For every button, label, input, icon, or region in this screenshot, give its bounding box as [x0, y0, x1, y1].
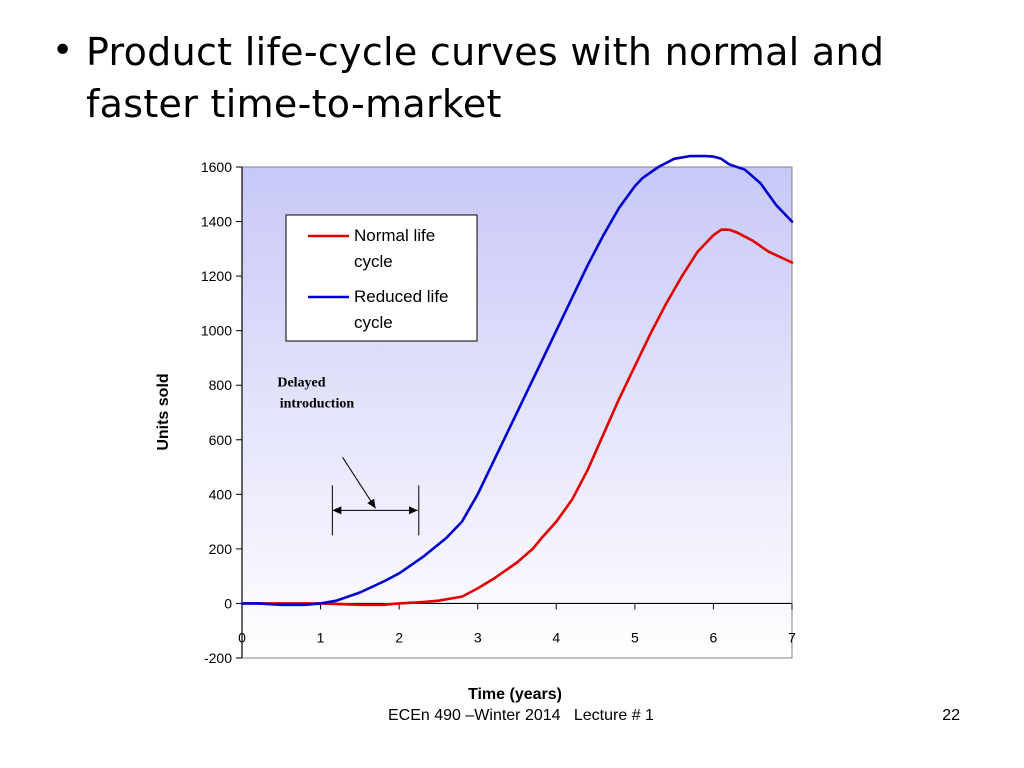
legend-label-reduced: Reduced life cycle — [354, 287, 449, 332]
y-tick-label: 600 — [209, 432, 233, 448]
annotation-text-line1: Delayed — [277, 376, 325, 391]
x-tick-label: 3 — [474, 629, 482, 645]
x-tick-label: 7 — [788, 629, 796, 645]
series-line-normal — [240, 228, 794, 607]
y-tick-label: 1000 — [201, 323, 232, 339]
bullet-marker: • — [52, 30, 74, 71]
x-tick-label: 1 — [317, 629, 325, 645]
y-tick-label: 800 — [209, 377, 233, 393]
y-tick-label: 1400 — [201, 214, 232, 230]
x-axis-label: Time (years) — [468, 686, 562, 703]
series-line-reduced — [240, 154, 794, 607]
bullet-text: Product life-cycle curves with normal an… — [86, 30, 885, 126]
x-tick-label: 0 — [238, 629, 246, 645]
slide-footer: ECEn 490 –Winter 2014 Lecture # 1 — [388, 707, 654, 724]
y-tick-label: 1600 — [201, 159, 232, 175]
bullet-item: • Product life-cycle curves with normal … — [52, 26, 952, 130]
y-tick-label: -200 — [204, 650, 232, 666]
x-tick-label: 6 — [710, 629, 718, 645]
y-tick-label: 200 — [209, 541, 233, 557]
x-tick-label: 2 — [395, 629, 403, 645]
slide-number: 22 — [942, 707, 960, 724]
y-tick-label: 1200 — [201, 268, 232, 284]
y-axis-label: Units sold — [155, 373, 172, 450]
x-tick-label: 5 — [631, 629, 639, 645]
y-tick-label: 0 — [224, 595, 232, 611]
legend-label-normal: Normal life cycle — [354, 226, 435, 271]
annotation-pointer-arrow — [342, 457, 376, 509]
annotation-text-line2: introduction — [280, 397, 355, 412]
y-tick-label: 400 — [209, 486, 233, 502]
x-tick-label: 4 — [552, 629, 560, 645]
